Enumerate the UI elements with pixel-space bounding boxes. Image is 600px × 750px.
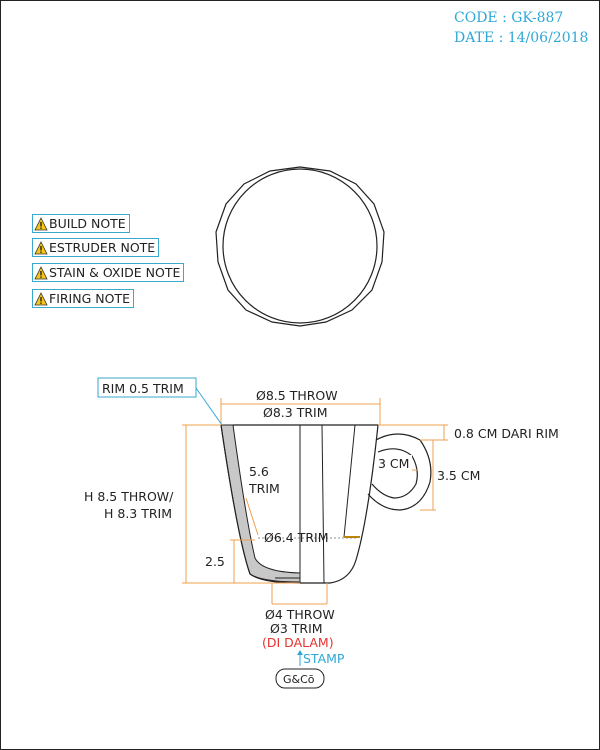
code-label: CODE : GK-887 (454, 10, 564, 26)
build-note-button[interactable]: BUILD NOTE (32, 214, 130, 233)
wall-section (220, 424, 301, 583)
top-trim-label: Ø8.3 TRIM (263, 405, 327, 420)
handle-width-label: 3 CM (378, 456, 409, 471)
top-throw-label: Ø8.5 THROW (256, 388, 338, 403)
title-block: CODE : GK-887 DATE : 14/06/2018 (454, 8, 588, 48)
warning-icon (34, 216, 48, 230)
warning-icon (34, 240, 48, 254)
warning-icon (34, 291, 48, 305)
stamp-label: STAMP (303, 651, 345, 666)
handle-height-label: 3.5 CM (437, 468, 480, 483)
stamp-badge (275, 668, 325, 689)
stain-oxide-note-button[interactable]: STAIN & OXIDE NOTE (32, 263, 185, 282)
date-label: DATE : 14/06/2018 (454, 30, 589, 46)
stain-oxide-note-label: STAIN & OXIDE NOTE (49, 265, 181, 280)
wall-label-value: 5.6 (249, 464, 269, 479)
foot-inside-label: (DI DALAM) (262, 635, 334, 650)
cup-outer-profile (233, 424, 379, 584)
rim-label: RIM 0.5 TRIM (102, 381, 184, 396)
foot-throw-label: Ø4 THROW (265, 607, 335, 622)
height-trim-label: H 8.3 TRIM (104, 506, 172, 521)
estruder-note-label: ESTRUDER NOTE (49, 240, 156, 255)
foot-trim-label: Ø3 TRIM (270, 621, 323, 636)
cup-handle (367, 433, 432, 511)
height-throw-label: H 8.5 THROW/ (84, 489, 174, 504)
rim-callout: RIM 0.5 TRIM (97, 377, 223, 426)
handle-offset-label: 0.8 CM DARI RIM (454, 426, 559, 441)
cup-handle-inner (371, 448, 418, 499)
wall-label-unit: TRIM (248, 481, 280, 496)
top-view-outer-rim (215, 166, 385, 327)
inner-diameter-label: Ø6.4 TRIM (264, 530, 328, 545)
warning-icon (34, 265, 48, 279)
top-view-inner-circle (222, 168, 378, 324)
stamp-logo-text: G&Cō (283, 673, 315, 686)
base-height-label: 2.5 (205, 554, 225, 569)
top-view (215, 166, 385, 327)
cup-side-view (220, 424, 432, 584)
firing-note-button[interactable]: FIRING NOTE (32, 289, 134, 308)
cup-base-line (220, 424, 301, 584)
dimension-lines (182, 398, 448, 605)
firing-note-label: FIRING NOTE (49, 291, 130, 306)
estruder-note-button[interactable]: ESTRUDER NOTE (32, 238, 160, 257)
build-note-label: BUILD NOTE (49, 216, 126, 231)
